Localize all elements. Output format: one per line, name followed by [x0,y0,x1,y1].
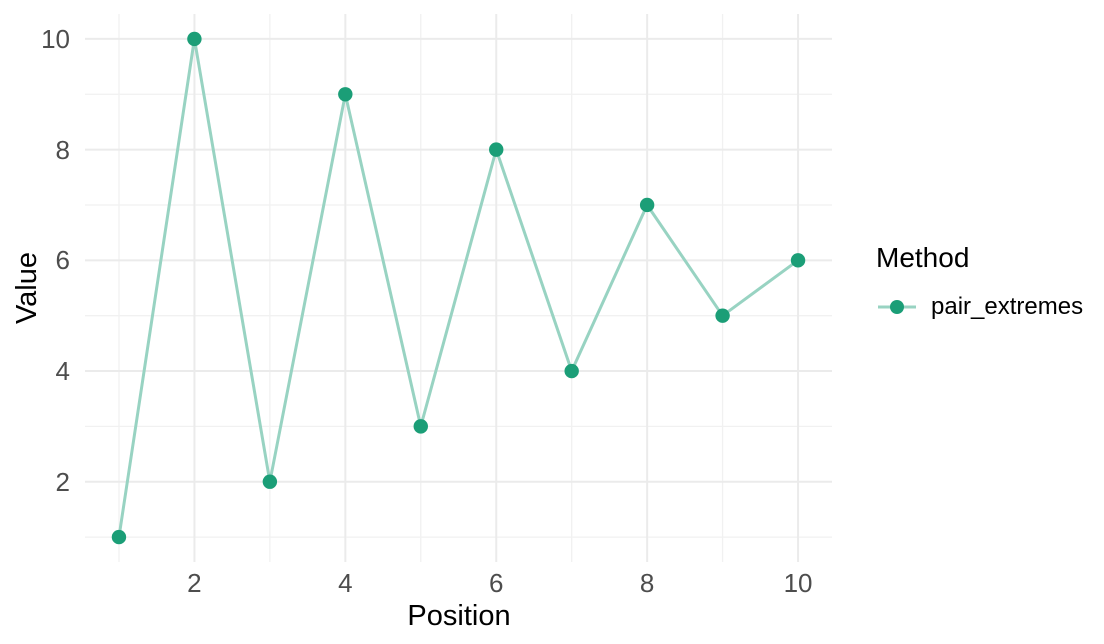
legend-item-label: pair_extremes [931,293,1084,320]
data-point [715,308,730,323]
y-axis-title: Value [11,251,43,325]
data-point [413,419,428,434]
legend-key-icon [878,300,916,314]
data-point [111,529,127,545]
data-point [262,474,278,489]
data-point [187,31,202,47]
data-point [338,87,353,102]
data-point [564,363,579,379]
x-tick-label: 10 [783,568,813,598]
legend: Method pair_extremes [876,241,1096,324]
data-point [639,197,655,213]
x-axis-title: Position [407,600,511,632]
data-point [790,253,806,268]
x-tick-label: 2 [187,568,202,598]
series-line [117,38,799,538]
y-tick-label: 2 [55,466,70,497]
legend-title: Method [876,242,970,273]
data-point [489,142,504,157]
y-tick-label: 6 [55,245,70,276]
x-tick-label: 6 [488,568,504,598]
legend-item: pair_extremes [876,290,1096,324]
x-tick-label: 4 [338,568,353,598]
y-tick-label: 8 [55,134,70,165]
x-tick-label: 8 [639,568,655,598]
y-tick-label: 10 [41,23,70,54]
y-tick-label: 4 [55,356,70,387]
